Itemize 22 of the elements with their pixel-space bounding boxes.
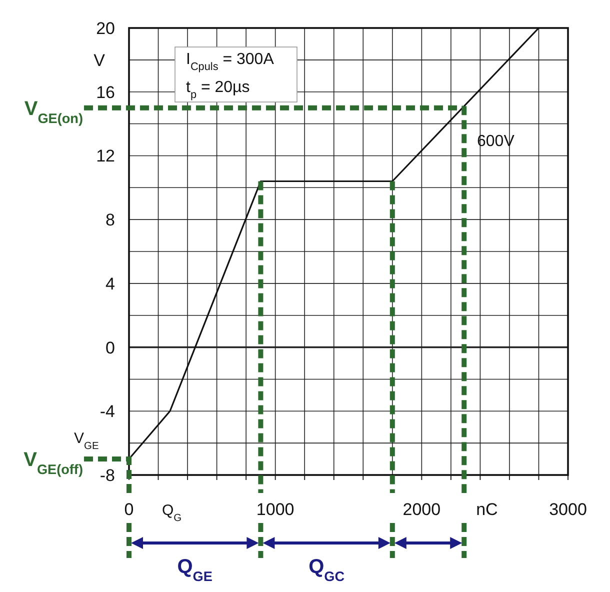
y-tick-label: 0 (106, 338, 115, 358)
x-tick-label: 3000 (549, 500, 587, 519)
x-tick-label: 2000 (402, 500, 441, 519)
x-tick-label: 1000 (256, 500, 294, 519)
y-tick-label: 4 (106, 274, 115, 294)
y-tick-label: 8 (106, 210, 115, 230)
text: V$_{GE}$ (74, 430, 99, 452)
annotation: I$_{Cpuls}$ = 300A (186, 51, 274, 73)
y-tick-label: -8 (100, 466, 115, 485)
y-tick-label: 16 (96, 82, 115, 102)
ref-line-label: V$_{GE(off)}$ (24, 449, 83, 477)
text: Q$_{GC}$ (308, 556, 345, 584)
x-axis-title: nC (476, 500, 498, 519)
annotation: t$_{p}$ = 20µs (186, 79, 250, 101)
y-axis-title: V (94, 50, 106, 70)
text: Q$_{GE}$ (177, 556, 212, 584)
ref-line-label: V$_{GE(on)}$ (24, 98, 83, 126)
y-tick-label: 12 (96, 146, 115, 166)
y-tick-label: 20 (96, 19, 115, 38)
y-tick-label: -4 (100, 402, 115, 422)
text: Q$_{G}$ (162, 502, 182, 524)
x-tick-label: 0 (124, 500, 134, 519)
